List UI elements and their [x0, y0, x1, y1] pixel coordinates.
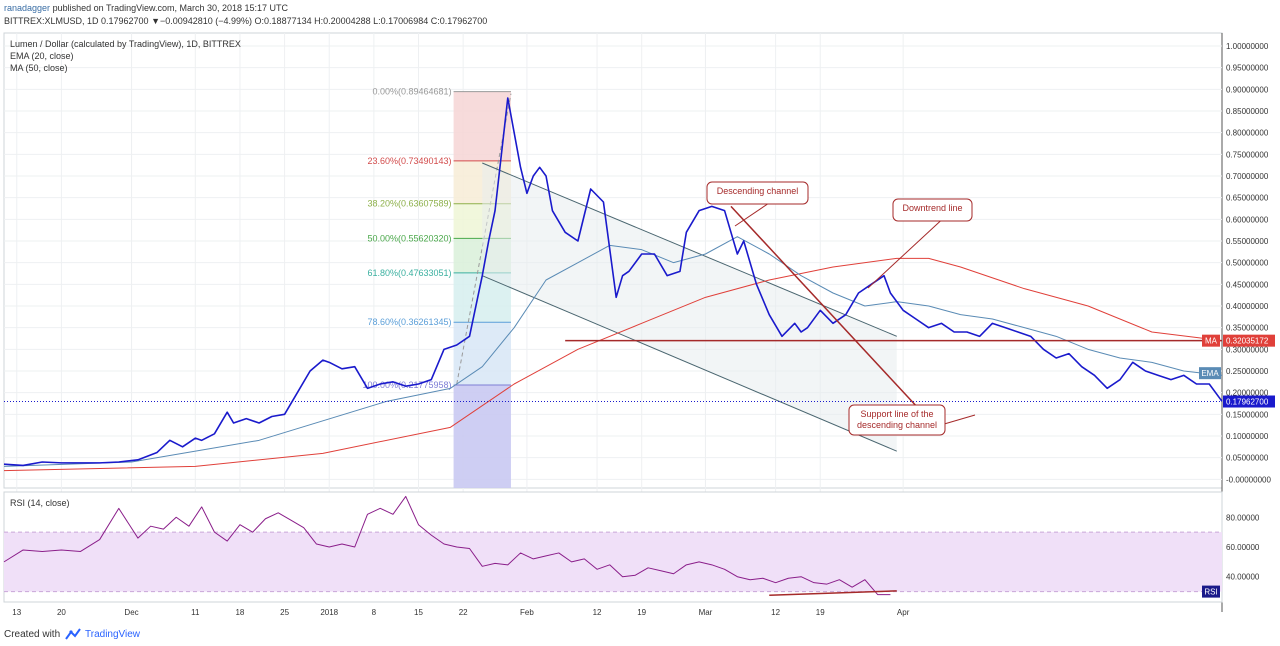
ma-value-tag — [1223, 334, 1275, 347]
price-axis-label: 0.55000000 — [1226, 237, 1269, 246]
rsi-badge-text: RSI — [1204, 588, 1217, 597]
time-axis-label: 22 — [459, 608, 468, 617]
footer: Created with TradingView — [0, 624, 1280, 646]
chart-header: ranadagger published on TradingView.com,… — [0, 0, 1280, 30]
channel-fill — [482, 163, 897, 452]
price-axis-label: 0.50000000 — [1226, 259, 1269, 268]
time-axis-label: 25 — [280, 608, 289, 617]
time-axis-label: 19 — [816, 608, 825, 617]
main-legend: Lumen / Dollar (calculated by TradingVie… — [10, 39, 241, 73]
fib-level-label: 78.60%(0.36261345) — [367, 317, 451, 327]
time-axis-label: Mar — [699, 608, 713, 617]
chart-title: Lumen / Dollar (calculated by TradingVie… — [10, 39, 241, 49]
price-axis-label: -0.00000000 — [1226, 475, 1271, 484]
ema-badge — [1199, 367, 1221, 380]
author-link[interactable]: ranadagger — [4, 3, 51, 13]
price-axis-label: 0.95000000 — [1226, 64, 1269, 73]
fib-level-label: 38.20%(0.63607589) — [367, 199, 451, 209]
time-axis-label: 15 — [414, 608, 423, 617]
rsi-axis-label: 40.00000 — [1226, 573, 1260, 582]
price-axis-label: 0.75000000 — [1226, 150, 1269, 159]
price-axis-label: 0.80000000 — [1226, 129, 1269, 138]
channel-upper-line — [482, 162, 897, 337]
ema-legend: EMA (20, close) — [10, 51, 74, 61]
last-price-value-tag — [1223, 395, 1275, 408]
price-panel: 0.00%(0.89464681) 23.60%(0.73490143) 38.20… — [3, 32, 1275, 612]
fib-level-label: 23.60%(0.73490143) — [367, 156, 451, 166]
price-axis-label: 0.20000000 — [1226, 389, 1269, 398]
rsi-support-line — [769, 590, 897, 597]
time-axis-label: Feb — [520, 608, 534, 617]
price-series-line — [3, 97, 1223, 467]
fib-level-label: 0.00%(0.89464681) — [373, 87, 452, 97]
price-axis-label: 0.70000000 — [1226, 172, 1269, 181]
fib-level-label: 100.00%(0.21775958) — [362, 380, 451, 390]
descending-channel-callout-pointer — [734, 203, 768, 227]
price-axis-label: 0.25000000 — [1226, 367, 1269, 376]
price-axis-label: 0.60000000 — [1226, 215, 1269, 224]
price-axis-label: 0.65000000 — [1226, 194, 1269, 203]
publish-info: ranadagger published on TradingView.com,… — [4, 3, 288, 13]
time-axis-label: 18 — [235, 608, 244, 617]
time-axis: 13 20 Dec 11 18 25 2018 8 15 22 Feb 12 19 Mar 12 19 Apr — [12, 608, 909, 617]
price-axis-label: 0.10000000 — [1226, 432, 1269, 441]
price-axis-label: 0.15000000 — [1226, 410, 1269, 419]
downtrend-line-callout-pointer — [867, 220, 941, 289]
rsi-series-line — [3, 495, 891, 596]
time-axis-label: 11 — [191, 608, 200, 617]
price-axis-label: 0.35000000 — [1226, 324, 1269, 333]
price-axis-label: 0.40000000 — [1226, 302, 1269, 311]
downtrend-line-callout-text: Downtrend line — [902, 203, 962, 213]
fib-zone — [453, 322, 511, 385]
support-line-callout-box — [848, 404, 946, 436]
time-axis-label: Dec — [124, 608, 138, 617]
time-axis-label: 2018 — [320, 608, 338, 617]
time-axis-label: 12 — [593, 608, 602, 617]
support-line-callout-text: descending channel — [857, 420, 937, 430]
tradingview-brand[interactable]: TradingView — [85, 629, 141, 640]
created-with-label: Created with — [4, 629, 61, 640]
chart-canvas[interactable]: 0.00%(0.89464681) 23.60%(0.73490143) 38.20… — [0, 0, 1280, 624]
time-axis-label: 20 — [57, 608, 66, 617]
downtrend-line-callout-box — [892, 198, 973, 222]
rsi-badge — [1202, 585, 1220, 598]
time-axis-label: Apr — [897, 608, 910, 617]
price-axis-label: 0.05000000 — [1226, 454, 1269, 463]
support-line-callout-text: Support line of the — [860, 409, 933, 419]
ema-badge-text: EMA — [1201, 369, 1219, 378]
channel-lower-line — [482, 275, 897, 452]
rsi-band — [4, 532, 1222, 592]
time-axis-label: 8 — [372, 608, 377, 617]
rsi-title: RSI (14, close) — [10, 498, 70, 508]
rsi-axis-label: 60.00000 — [1226, 543, 1260, 552]
price-axis-label: 0.45000000 — [1226, 280, 1269, 289]
price-axis-label: 0.30000000 — [1226, 345, 1269, 354]
ma-value-text: 0.32035172 — [1226, 337, 1269, 346]
price-axis-label: 0.85000000 — [1226, 107, 1269, 116]
fib-level-label: 50.00%(0.55620320) — [367, 233, 451, 243]
time-axis-label: 12 — [771, 608, 780, 617]
ma-legend: MA (50, close) — [10, 63, 68, 73]
rsi-panel: 80.00000 60.00000 40.00000 RSI — [3, 491, 1260, 603]
time-axis-label: 19 — [637, 608, 646, 617]
time-axis-label: 13 — [12, 608, 21, 617]
price-axis-label: 1.00000000 — [1226, 42, 1269, 51]
last-price-value-text: 0.17962700 — [1226, 398, 1269, 407]
tradingview-cloud-icon — [62, 627, 82, 644]
descending-channel-callout-box — [706, 181, 809, 205]
ma-series-line — [3, 257, 1223, 472]
ma-badge — [1202, 334, 1220, 347]
ma-badge-text: MA — [1205, 337, 1218, 346]
published-text: published on TradingView.com, March 30, … — [52, 3, 289, 13]
descending-channel-callout-text: Descending channel — [717, 186, 799, 196]
downtrend-line — [730, 205, 917, 407]
fib-extension-zone — [453, 384, 511, 488]
rsi-axis-label: 80.00000 — [1226, 513, 1260, 522]
fib-level-label: 61.80%(0.47633051) — [367, 268, 451, 278]
price-axis-label: 0.90000000 — [1226, 85, 1269, 94]
ohlc-readout: BITTREX:XLMUSD, 1D 0.17962700 ▼−0.009428… — [4, 16, 488, 26]
